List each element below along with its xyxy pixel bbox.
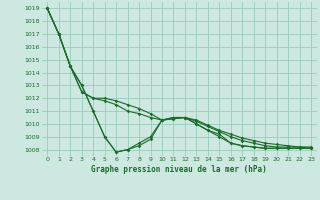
- X-axis label: Graphe pression niveau de la mer (hPa): Graphe pression niveau de la mer (hPa): [91, 165, 267, 174]
